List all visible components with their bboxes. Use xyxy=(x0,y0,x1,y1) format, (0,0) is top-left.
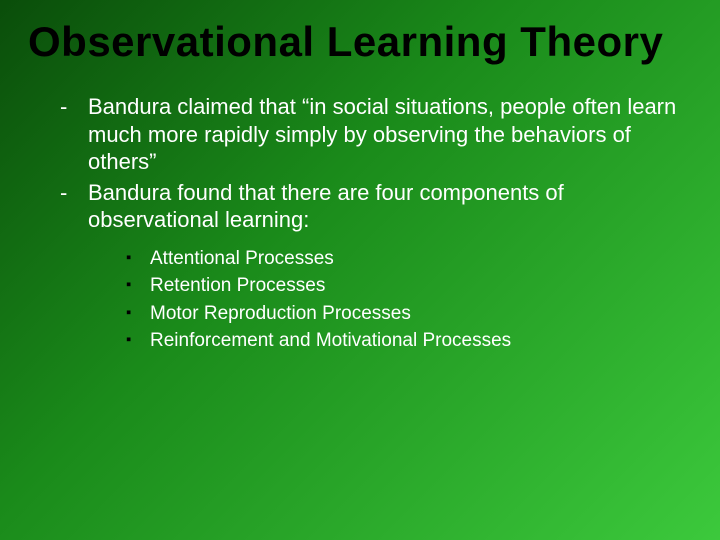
sub-item-text: Reinforcement and Motivational Processes xyxy=(150,328,682,354)
main-item-text: Bandura claimed that “in social situatio… xyxy=(88,93,682,176)
sub-item-text: Retention Processes xyxy=(150,273,682,299)
sub-item-text: Motor Reproduction Processes xyxy=(150,301,682,327)
sub-item: ▪ Attentional Processes xyxy=(126,246,682,272)
sub-list: ▪ Attentional Processes ▪ Retention Proc… xyxy=(60,246,682,355)
slide-body: - Bandura claimed that “in social situat… xyxy=(28,93,692,354)
slide-title: Observational Learning Theory xyxy=(28,18,692,65)
main-item-text: Bandura found that there are four compon… xyxy=(88,179,682,234)
square-bullet-icon: ▪ xyxy=(126,328,150,354)
sub-item: ▪ Reinforcement and Motivational Process… xyxy=(126,328,682,354)
sub-item: ▪ Retention Processes xyxy=(126,273,682,299)
square-bullet-icon: ▪ xyxy=(126,301,150,327)
square-bullet-icon: ▪ xyxy=(126,273,150,299)
dash-bullet-icon: - xyxy=(60,179,88,234)
main-item: - Bandura claimed that “in social situat… xyxy=(60,93,682,176)
sub-item-text: Attentional Processes xyxy=(150,246,682,272)
main-item: - Bandura found that there are four comp… xyxy=(60,179,682,234)
square-bullet-icon: ▪ xyxy=(126,246,150,272)
slide-container: Observational Learning Theory - Bandura … xyxy=(0,0,720,540)
dash-bullet-icon: - xyxy=(60,93,88,176)
sub-item: ▪ Motor Reproduction Processes xyxy=(126,301,682,327)
